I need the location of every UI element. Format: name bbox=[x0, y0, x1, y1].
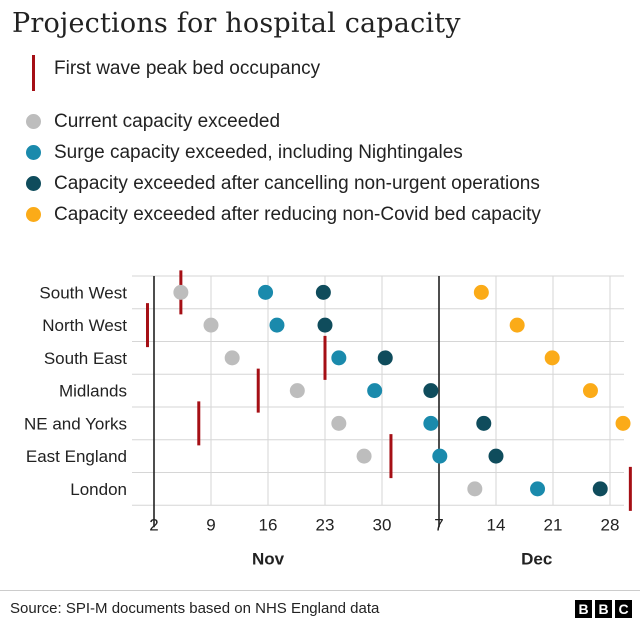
x-tick-label: 7 bbox=[434, 515, 443, 534]
x-tick-label: 2 bbox=[149, 515, 158, 534]
source-note: Source: SPI-M documents based on NHS Eng… bbox=[10, 600, 380, 617]
row-label: Midlands bbox=[59, 382, 127, 401]
chart-title: Projections for hospital capacity bbox=[12, 8, 461, 39]
capacity-dot bbox=[488, 448, 504, 464]
capacity-dot bbox=[423, 383, 439, 399]
x-tick-label: 16 bbox=[259, 515, 278, 534]
capacity-dot bbox=[582, 383, 598, 399]
x-tick-label: 21 bbox=[544, 515, 563, 534]
footer-divider bbox=[0, 590, 640, 591]
x-tick-label: 28 bbox=[601, 515, 620, 534]
reducing-beds-dot bbox=[26, 207, 41, 222]
bbc-logo-letter: C bbox=[615, 600, 632, 618]
capacity-dot bbox=[224, 350, 240, 366]
capacity-dot bbox=[331, 415, 347, 431]
capacity-dot bbox=[315, 284, 331, 300]
month-label: Nov bbox=[252, 549, 285, 568]
month-label: Dec bbox=[521, 549, 552, 568]
row-label: South East bbox=[44, 349, 127, 368]
capacity-dot bbox=[356, 448, 372, 464]
bbc-logo-letter: B bbox=[575, 600, 592, 618]
current-capacity-dot bbox=[26, 114, 41, 129]
capacity-dot bbox=[476, 415, 492, 431]
capacity-dot bbox=[432, 448, 448, 464]
capacity-dot bbox=[317, 317, 333, 333]
capacity-dot bbox=[530, 481, 546, 497]
capacity-dot bbox=[592, 481, 608, 497]
bbc-logo: B B C bbox=[575, 600, 632, 618]
capacity-dot bbox=[269, 317, 285, 333]
bbc-logo-letter: B bbox=[595, 600, 612, 618]
row-label: South West bbox=[39, 283, 127, 302]
surge-capacity-dot bbox=[26, 145, 41, 160]
x-tick-label: 14 bbox=[487, 515, 506, 534]
row-label: London bbox=[70, 480, 127, 499]
x-tick-label: 23 bbox=[316, 515, 335, 534]
capacity-chart: South West North West South East Midlands NE… bbox=[24, 270, 632, 568]
capacity-dot bbox=[289, 383, 305, 399]
row-label: East England bbox=[26, 447, 127, 466]
capacity-dot bbox=[173, 284, 189, 300]
capacity-dot bbox=[473, 284, 489, 300]
legend-label: Current capacity exceeded bbox=[54, 111, 281, 132]
capacity-dot bbox=[331, 350, 347, 366]
capacity-dot bbox=[377, 350, 393, 366]
capacity-dot bbox=[615, 415, 631, 431]
legend-label: Surge capacity exceeded, including Night… bbox=[54, 142, 463, 163]
row-label: NE and Yorks bbox=[24, 414, 127, 433]
x-tick-label: 30 bbox=[373, 515, 392, 534]
x-tick-label: 9 bbox=[206, 515, 215, 534]
capacity-dot bbox=[544, 350, 560, 366]
legend-label: Capacity exceeded after reducing non-Cov… bbox=[54, 204, 541, 225]
capacity-dot bbox=[467, 481, 483, 497]
legend-label: Capacity exceeded after cancelling non-u… bbox=[54, 173, 540, 194]
capacity-dot bbox=[203, 317, 219, 333]
capacity-dot bbox=[423, 415, 439, 431]
peak-line-marker bbox=[32, 55, 35, 91]
capacity-dot bbox=[367, 383, 383, 399]
legend-label: First wave peak bed occupancy bbox=[54, 58, 321, 79]
row-label: North West bbox=[42, 316, 127, 335]
capacity-dot bbox=[258, 284, 274, 300]
cancelling-ops-dot bbox=[26, 176, 41, 191]
capacity-dot bbox=[509, 317, 525, 333]
